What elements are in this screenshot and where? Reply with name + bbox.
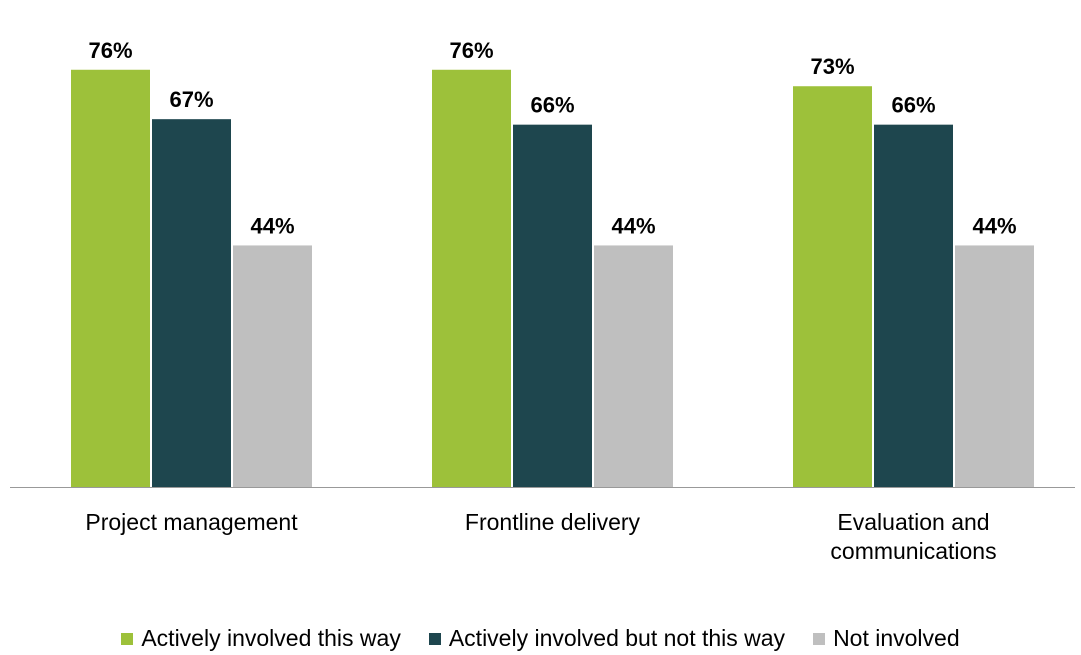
data-label: 44% [250, 213, 294, 238]
data-label: 73% [810, 54, 854, 79]
data-labels: 76% 67% 44% 76% 66% 44% 73% 66% 44% [88, 38, 1016, 239]
data-label: 44% [611, 213, 655, 238]
legend-item-not-involved: Not involved [813, 625, 960, 652]
category-label: Evaluation and [837, 509, 989, 535]
data-label: 66% [530, 93, 574, 118]
data-label: 67% [169, 87, 213, 112]
legend: Actively involved this way Actively invo… [0, 622, 1081, 655]
bars [71, 69, 1034, 488]
bar [513, 124, 592, 487]
data-label: 76% [88, 38, 132, 63]
bar [874, 124, 953, 487]
legend-swatch [428, 632, 441, 645]
bar [233, 245, 312, 487]
legend-label: Actively involved this way [141, 625, 401, 651]
category-label: Project management [85, 509, 298, 535]
bar [594, 245, 673, 487]
data-label: 76% [449, 38, 493, 63]
legend-label: Actively involved but not this way [448, 625, 786, 651]
bar [71, 69, 150, 487]
legend-item-actively-involved-not-this-way: Actively involved but not this way [428, 625, 786, 652]
bar [152, 119, 231, 488]
category-labels: Project management Frontline delivery Eval… [85, 509, 996, 564]
bar [955, 245, 1034, 487]
legend-label: Not involved [833, 625, 960, 651]
category-label: communications [830, 538, 996, 564]
data-label: 44% [972, 213, 1016, 238]
legend-item-actively-involved-this-way: Actively involved this way [121, 625, 401, 652]
legend-swatch [121, 632, 134, 645]
legend-swatch [813, 632, 826, 645]
bar [432, 69, 511, 487]
category-label: Frontline delivery [465, 509, 641, 535]
bar [793, 86, 872, 487]
data-label: 66% [891, 93, 935, 118]
